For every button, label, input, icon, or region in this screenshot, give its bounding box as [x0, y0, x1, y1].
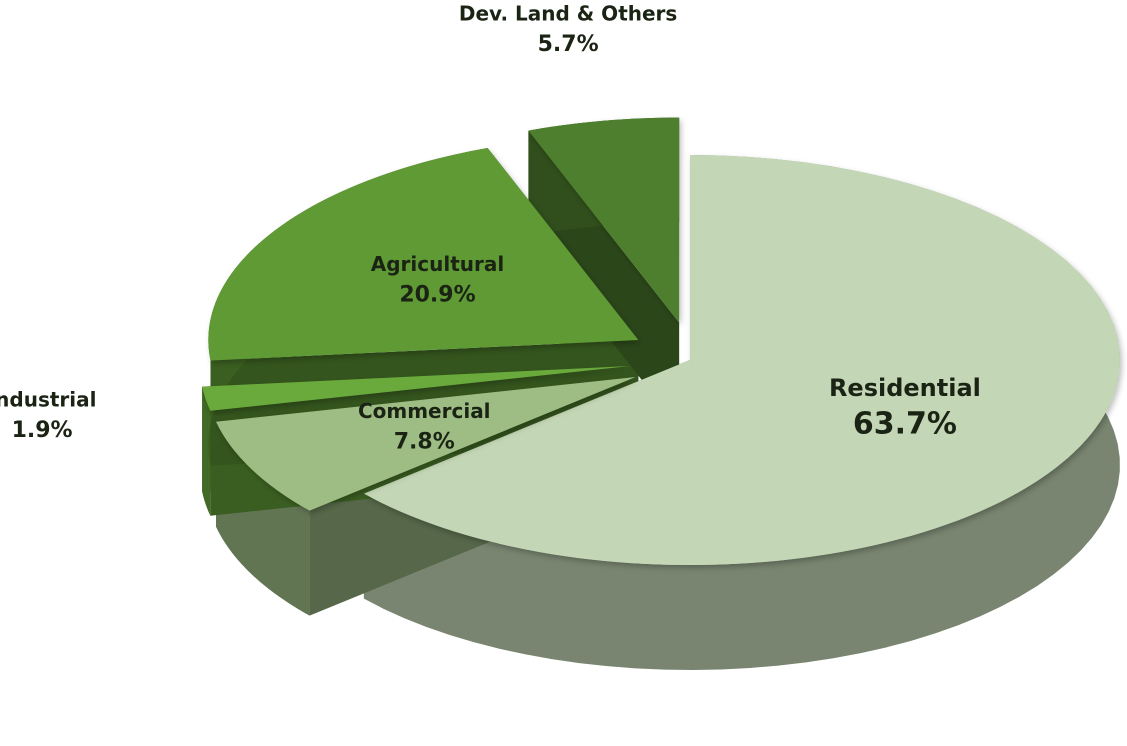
value-label: 63.7%	[853, 407, 957, 442]
value-label: 7.8%	[394, 430, 455, 455]
pie-slice	[528, 117, 680, 323]
pie-slice	[363, 155, 1120, 565]
category-label: Agricultural	[371, 252, 504, 276]
value-label: 20.9%	[399, 282, 475, 307]
pie-labels: Residential 63.7% Commercial 7.8% Industrial…	[0, 2, 981, 455]
pie-side	[202, 386, 211, 516]
category-label: Residential	[829, 374, 981, 402]
pie-slice	[208, 147, 639, 361]
pie-slice	[202, 366, 630, 411]
pie-slice	[216, 377, 636, 511]
category-label: Commercial	[358, 399, 491, 423]
pie-tops	[202, 117, 1120, 565]
category-label: Industrial	[0, 387, 96, 411]
category-label: Dev. Land & Others	[459, 2, 677, 26]
value-label: 5.7%	[538, 32, 599, 57]
value-label: 1.9%	[12, 418, 73, 443]
